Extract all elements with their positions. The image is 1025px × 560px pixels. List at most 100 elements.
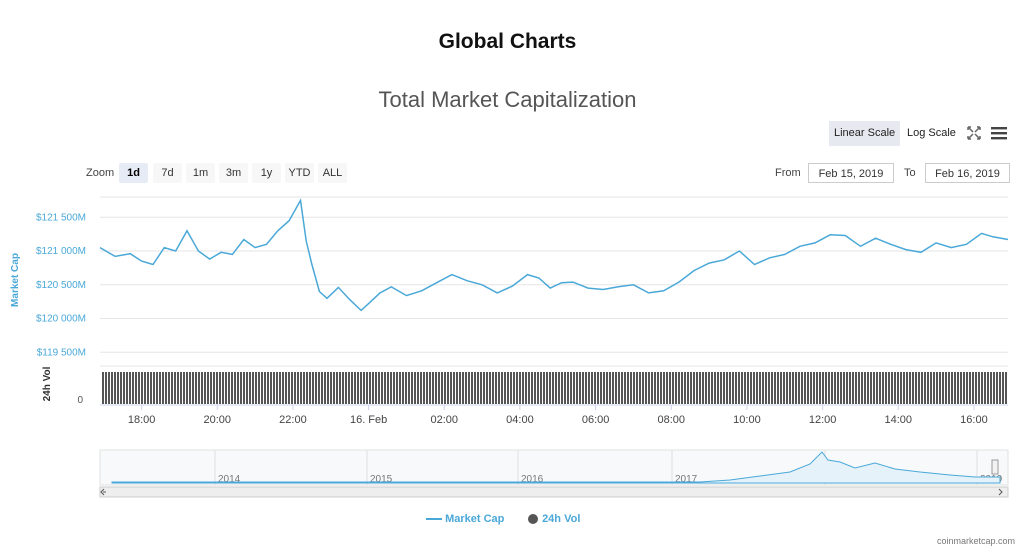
volume-bar — [201, 372, 203, 404]
volume-bar — [477, 372, 479, 404]
volume-bar — [924, 372, 926, 404]
volume-bar — [999, 372, 1001, 404]
volume-bar — [498, 372, 500, 404]
volume-bar — [165, 372, 167, 404]
volume-bar — [840, 372, 842, 404]
volume-bar — [774, 372, 776, 404]
volume-bar — [867, 372, 869, 404]
legend-24h-vol-label: 24h Vol — [542, 513, 581, 525]
volume-bar — [240, 372, 242, 404]
volume-bar — [813, 372, 815, 404]
volume-bar — [144, 372, 146, 404]
legend-24h-vol[interactable]: 24h Vol — [527, 513, 580, 525]
volume-bar — [156, 372, 158, 404]
volume-bar — [105, 372, 107, 404]
volume-bar — [996, 372, 998, 404]
navigator[interactable]: 201420152016201720182019 — [99, 449, 1009, 498]
zoom-ytd-button[interactable]: YTD — [285, 163, 314, 183]
legend-market-cap[interactable]: Market Cap — [426, 513, 504, 525]
volume-bar — [309, 372, 311, 404]
volume-bar — [858, 372, 860, 404]
x-tick-label: 04:00 — [506, 414, 534, 426]
volume-bar — [393, 372, 395, 404]
volume-bar — [252, 372, 254, 404]
from-date-input[interactable]: Feb 15, 2019 — [808, 163, 894, 183]
zoom-all-button[interactable]: ALL — [318, 163, 347, 183]
volume-bar — [546, 372, 548, 404]
volume-bar — [885, 372, 887, 404]
volume-bar — [204, 372, 206, 404]
x-tick-label: 22:00 — [279, 414, 307, 426]
to-date-input[interactable]: Feb 16, 2019 — [925, 163, 1010, 183]
volume-bar — [942, 372, 944, 404]
volume-bar — [402, 372, 404, 404]
volume-bar — [741, 372, 743, 404]
volume-bar — [519, 372, 521, 404]
volume-bar — [843, 372, 845, 404]
fullscreen-icon[interactable] — [964, 123, 984, 143]
navigator-handle[interactable] — [991, 459, 999, 475]
credit-text: coinmarketcap.com — [936, 536, 1015, 546]
volume-bar — [381, 372, 383, 404]
chart-title: Total Market Capitalization — [378, 87, 637, 112]
zoom-7d-button[interactable]: 7d — [153, 163, 182, 183]
volume-bar — [969, 372, 971, 404]
volume-bar — [834, 372, 836, 404]
volume-bar — [627, 372, 629, 404]
volume-bar — [213, 372, 215, 404]
volume-bar — [324, 372, 326, 404]
volume-bar — [174, 372, 176, 404]
volume-bar — [618, 372, 620, 404]
y-tick-label: $121 500M — [36, 212, 86, 223]
volume-bar — [375, 372, 377, 404]
volume-bar — [609, 372, 611, 404]
volume-bar — [471, 372, 473, 404]
zoom-1m-button[interactable]: 1m — [186, 163, 215, 183]
volume-bar — [183, 372, 185, 404]
volume-bar — [333, 372, 335, 404]
volume-bar — [237, 372, 239, 404]
linear-scale-button[interactable]: Linear Scale — [829, 121, 901, 146]
market-cap-line — [99, 198, 1009, 312]
x-tick-label: 10:00 — [733, 414, 761, 426]
volume-bar — [255, 372, 257, 404]
volume-bar — [855, 372, 857, 404]
y-axis: $119 500M $120 000M $120 500M $121 000M $121… — [36, 212, 86, 358]
volume-bar — [387, 372, 389, 404]
volume-bar — [390, 372, 392, 404]
volume-bar — [495, 372, 497, 404]
volume-bar — [549, 372, 551, 404]
menu-icon[interactable] — [989, 123, 1009, 143]
volume-bar — [606, 372, 608, 404]
volume-bar — [219, 372, 221, 404]
volume-bar — [189, 372, 191, 404]
scroll-right-icon[interactable] — [998, 488, 1003, 496]
zoom-1y-button[interactable]: 1y — [252, 163, 281, 183]
zoom-3m-button[interactable]: 3m — [219, 163, 248, 183]
volume-bar — [900, 372, 902, 404]
volume-bar — [486, 372, 488, 404]
volume-bar — [300, 372, 302, 404]
volume-bar — [786, 372, 788, 404]
volume-bar — [870, 372, 872, 404]
volume-bar — [285, 372, 287, 404]
zoom-1d-button[interactable]: 1d — [119, 163, 148, 183]
volume-bar — [795, 372, 797, 404]
volume-bar — [720, 372, 722, 404]
volume-bar — [816, 372, 818, 404]
navigator-scrollbar[interactable] — [99, 486, 1009, 498]
volume-bar — [198, 372, 200, 404]
scroll-left-icon[interactable] — [100, 488, 106, 496]
volume-bar — [759, 372, 761, 404]
log-scale-button[interactable]: Log Scale — [907, 127, 956, 139]
volume-bar — [267, 372, 269, 404]
volume-bar — [624, 372, 626, 404]
volume-bar — [918, 372, 920, 404]
volume-bar — [729, 372, 731, 404]
volume-bar — [873, 372, 875, 404]
volume-bar — [396, 372, 398, 404]
volume-bar — [177, 372, 179, 404]
volume-bar — [225, 372, 227, 404]
volume-bar — [408, 372, 410, 404]
volume-bar — [735, 372, 737, 404]
